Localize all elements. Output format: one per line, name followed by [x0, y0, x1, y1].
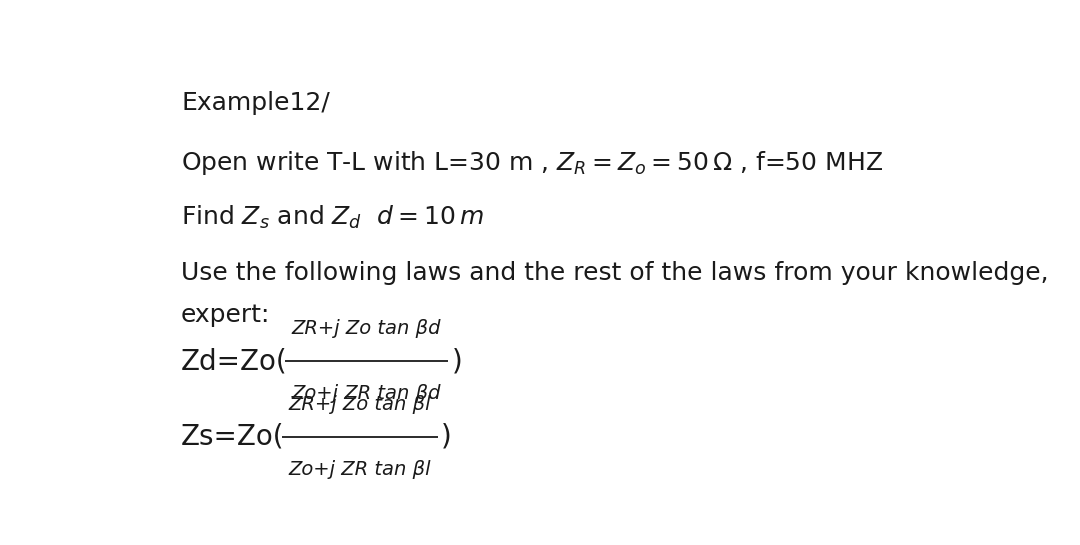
Text: Zs=Zo(: Zs=Zo(	[181, 423, 284, 451]
Text: ): )	[451, 347, 462, 376]
Text: Example12/: Example12/	[181, 90, 329, 114]
Text: Zo+j ZR tan βd: Zo+j ZR tan βd	[292, 384, 442, 403]
Text: expert:: expert:	[181, 302, 270, 326]
Text: Zd=Zo(: Zd=Zo(	[181, 347, 287, 376]
Text: Open write T-L with L=30 m , $Z_R = Z_o = 50\,\Omega$ , f=50 MHZ: Open write T-L with L=30 m , $Z_R = Z_o …	[181, 149, 883, 177]
Text: ): )	[442, 423, 453, 451]
Text: Zo+j ZR tan βl: Zo+j ZR tan βl	[288, 460, 431, 479]
Text: Use the following laws and the rest of the laws from your knowledge,: Use the following laws and the rest of t…	[181, 261, 1049, 284]
Text: ZR+j Zo tan βl: ZR+j Zo tan βl	[288, 395, 431, 414]
Text: ZR+j Zo tan βd: ZR+j Zo tan βd	[292, 319, 442, 338]
Text: Find $Z_s$ and $Z_d$  $d = 10\,m$: Find $Z_s$ and $Z_d$ $d = 10\,m$	[181, 204, 484, 231]
